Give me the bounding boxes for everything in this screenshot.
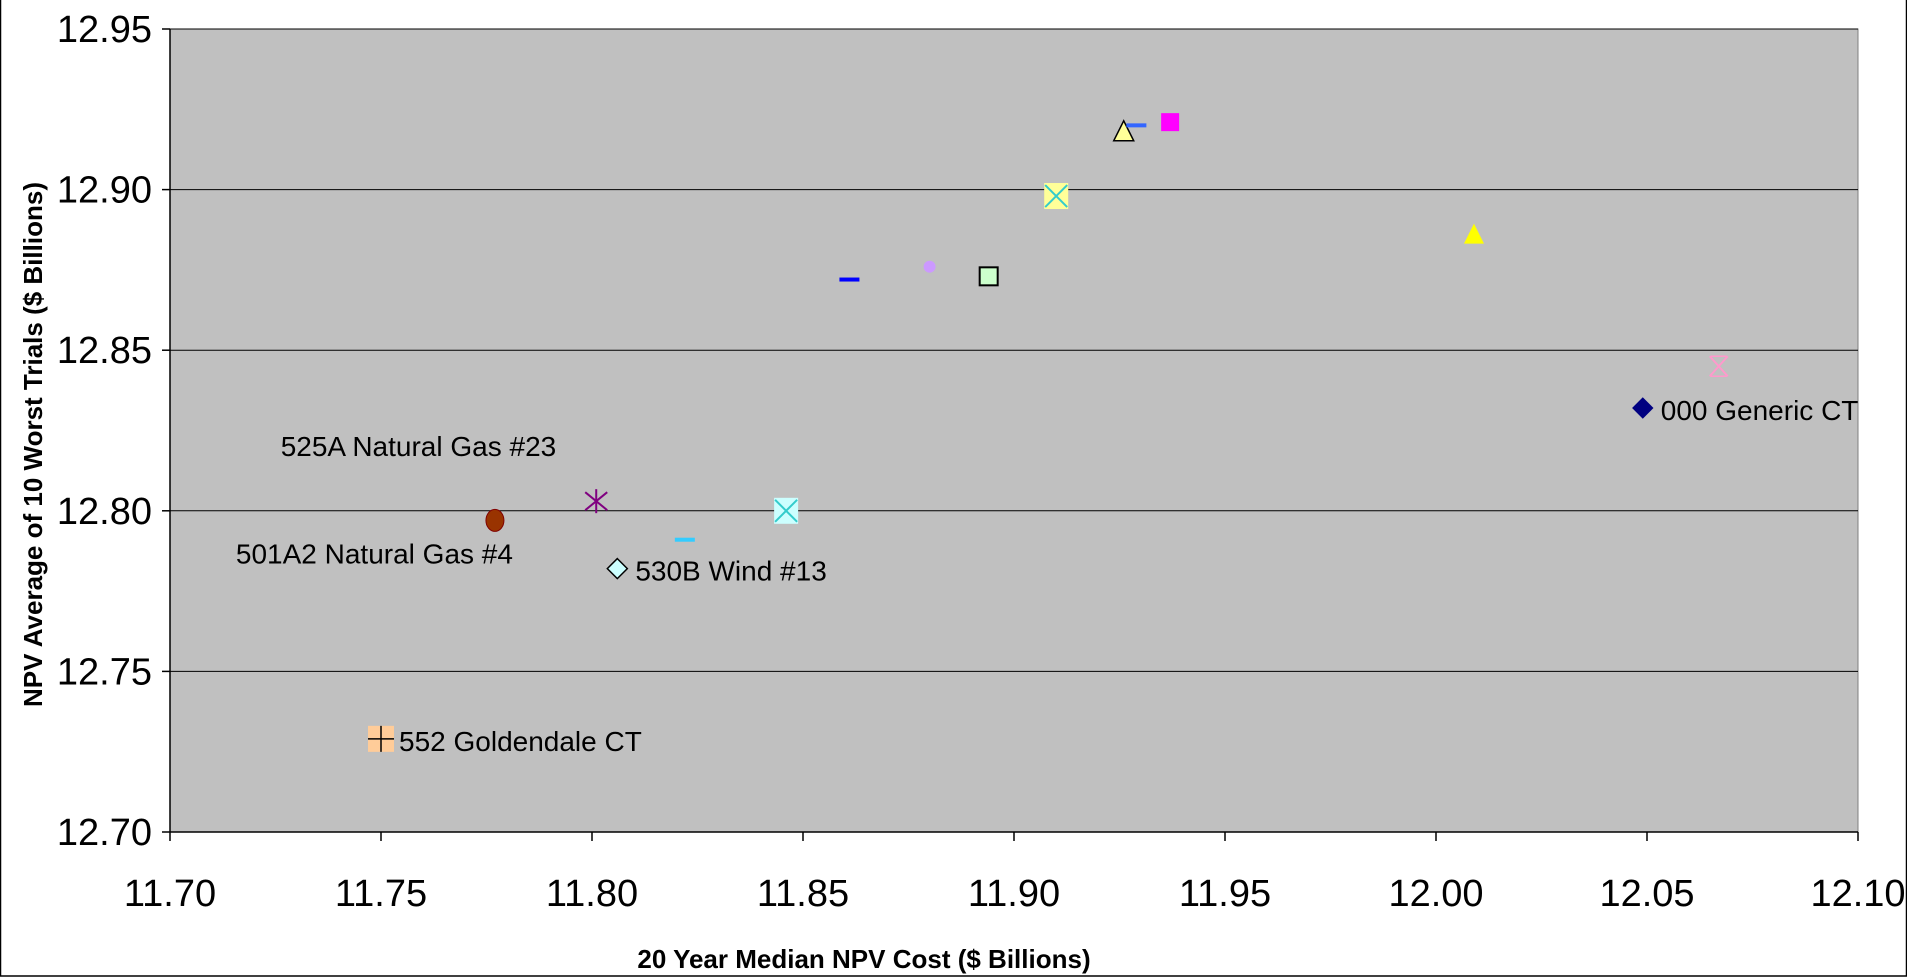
x-tick-label: 11.95 [1179, 873, 1271, 915]
data-point [1044, 183, 1069, 210]
point-label: 525A Natural Gas #23 [281, 431, 557, 462]
data-point [1126, 123, 1147, 128]
data-point [839, 277, 860, 282]
point-label: 501A2 Natural Gas #4 [236, 538, 513, 569]
y-axis-title: NPV Average of 10 Worst Trials ($ Billio… [18, 182, 48, 707]
y-tick-label: 12.75 [57, 651, 152, 693]
data-point [368, 725, 394, 752]
data-point [485, 508, 505, 532]
data-point [923, 260, 936, 273]
data-point [1161, 113, 1180, 132]
y-tick-label: 12.95 [57, 9, 152, 51]
plot-area [169, 28, 1859, 833]
point-label: 552 Goldendale CT [399, 726, 642, 757]
x-axis-title: 20 Year Median NPV Cost ($ Billions) [637, 944, 1090, 974]
x-tick-label: 11.85 [757, 873, 849, 915]
data-point [674, 537, 695, 542]
data-point [1463, 223, 1484, 244]
point-label: 530B Wind #13 [635, 556, 826, 587]
x-tick-label: 11.90 [968, 873, 1060, 915]
x-tick-label: 12.10 [1810, 873, 1905, 915]
data-point [606, 557, 629, 580]
data-point [1708, 355, 1729, 378]
x-tick-label: 11.75 [335, 873, 427, 915]
x-tick-label: 11.70 [124, 873, 216, 915]
x-tick-label: 12.05 [1599, 873, 1694, 915]
data-point [1632, 397, 1654, 419]
y-tick-label: 12.80 [57, 491, 152, 533]
data-point [584, 489, 608, 514]
y-tick-label: 12.85 [57, 330, 152, 372]
data-point [1112, 119, 1135, 142]
x-tick-label: 12.00 [1388, 873, 1483, 915]
x-tick-label: 11.80 [546, 873, 638, 915]
data-point [978, 266, 999, 287]
point-label: 000 Generic CT [1661, 395, 1859, 426]
data-point [774, 497, 799, 524]
y-tick-label: 12.90 [57, 170, 152, 212]
y-tick-label: 12.70 [57, 812, 152, 854]
